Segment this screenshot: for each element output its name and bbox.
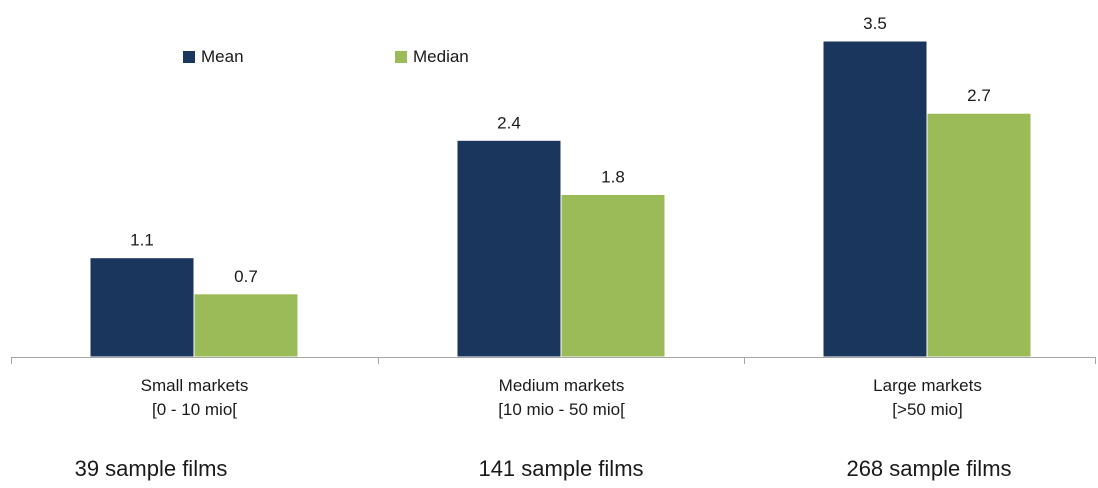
category-label-small-range: [0 - 10 mio[: [152, 400, 237, 419]
category-label-medium-name: Medium markets: [499, 376, 625, 395]
legend: Mean Median: [0, 47, 1098, 69]
category-label-large-range: [>50 mio]: [892, 400, 962, 419]
category-label-medium-range: [10 mio - 50 mio[: [498, 400, 625, 419]
data-label-median-medium: 1.8: [601, 167, 625, 186]
bars-group: [89, 40, 1032, 358]
category-label-large-name: Large markets: [873, 376, 982, 395]
data-label-median-small: 0.7: [234, 267, 258, 286]
legend-label-mean: Mean: [201, 47, 244, 66]
bar-mean-small: [89, 257, 195, 358]
category-labels-group: Small markets [0 - 10 mio[ Medium markets […: [141, 376, 982, 419]
legend-swatch-mean: [183, 51, 195, 63]
legend-item-mean: Mean: [183, 47, 244, 67]
data-labels-group: 1.1 0.7 2.4 1.8 3.5 2.7: [130, 14, 991, 286]
bar-median-medium: [560, 193, 666, 358]
sample-note-small: 39 sample films: [74, 456, 228, 481]
data-label-mean-medium: 2.4: [497, 113, 521, 132]
bar-median-small: [193, 293, 299, 358]
legend-swatch-median: [395, 51, 407, 63]
data-label-median-large: 2.7: [967, 86, 991, 105]
data-label-mean-small: 1.1: [130, 231, 154, 250]
sample-note-medium: 141 sample films: [478, 456, 644, 481]
legend-label-median: Median: [413, 47, 469, 66]
x-axis: [11, 357, 1096, 364]
bar-mean-medium: [456, 139, 562, 358]
bar-mean-large: [822, 40, 928, 358]
sample-note-large: 268 sample films: [846, 456, 1012, 481]
bar-median-large: [926, 112, 1032, 358]
legend-item-median: Median: [395, 47, 469, 67]
data-label-mean-large: 3.5: [863, 14, 887, 33]
category-label-small-name: Small markets: [141, 376, 249, 395]
